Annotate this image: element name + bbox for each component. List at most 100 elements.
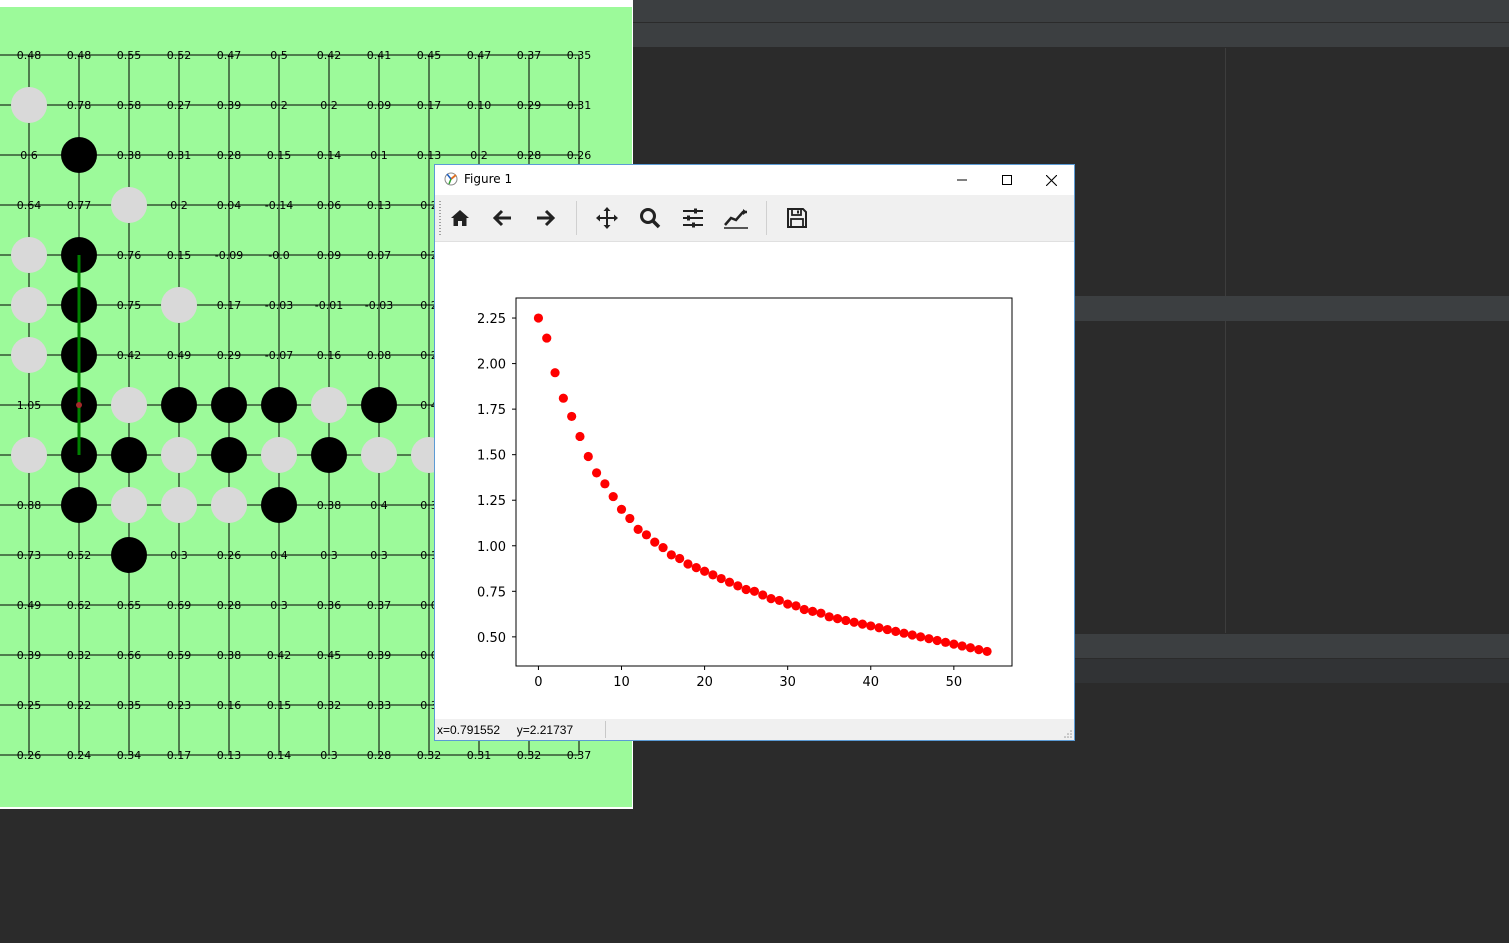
resize-grip-icon[interactable] — [1064, 730, 1072, 738]
scatter-point — [974, 645, 984, 655]
white-stone[interactable] — [11, 287, 47, 323]
white-stone[interactable] — [211, 487, 247, 523]
board-value-label: 0.1 — [420, 549, 438, 562]
board-value-label: 0.2 — [270, 99, 288, 112]
black-stone[interactable] — [211, 387, 247, 423]
scatter-chart[interactable]: 0 10 20 30 40 50 0.50 0.75 1.00 1.25 1.50 1.75 2.00 2… — [435, 242, 1074, 719]
black-stone[interactable] — [111, 437, 147, 473]
board-value-label: 0.45 — [317, 649, 342, 662]
board-value-label: -0.03 — [365, 299, 393, 312]
scatter-point — [749, 586, 760, 596]
black-stone[interactable] — [161, 387, 197, 423]
board-value-label: -0.01 — [315, 299, 343, 312]
board-value-label: 0.76 — [117, 249, 142, 262]
x-tick-label: 40 — [862, 675, 879, 690]
black-stone[interactable] — [311, 437, 347, 473]
home-button[interactable] — [444, 202, 476, 234]
board-value-label: 0.69 — [167, 599, 192, 612]
x-tick-label: 10 — [613, 675, 630, 690]
save-button[interactable] — [781, 202, 813, 234]
forward-button[interactable] — [529, 202, 561, 234]
black-stone[interactable] — [211, 437, 247, 473]
white-stone[interactable] — [111, 187, 147, 223]
white-stone[interactable] — [11, 437, 47, 473]
x-tick-label: 0 — [534, 675, 542, 690]
board-value-label: 0.36 — [317, 599, 342, 612]
board-value-label: 0.13 — [367, 199, 392, 212]
scatter-point — [965, 643, 976, 653]
board-value-label: 0.42 — [267, 649, 292, 662]
y-tick-label: 2.00 — [477, 358, 506, 373]
ide-tab-bar — [632, 23, 1509, 47]
pan-button[interactable] — [591, 202, 623, 234]
scatter-point — [832, 614, 843, 624]
y-tick-label: 0.75 — [477, 585, 506, 600]
figure-titlebar[interactable]: Figure 1 — [435, 165, 1074, 195]
scatter-point — [774, 595, 784, 606]
white-stone[interactable] — [111, 487, 147, 523]
white-stone[interactable] — [311, 387, 347, 423]
board-value-label: 0.52 — [67, 549, 92, 562]
scatter-point — [583, 451, 593, 462]
white-stone[interactable] — [161, 487, 197, 523]
scatter-point — [608, 491, 618, 502]
board-value-label: 0.28 — [217, 599, 242, 612]
scatter-point — [616, 504, 627, 514]
black-stone[interactable] — [111, 537, 147, 573]
board-value-label: 0.10 — [467, 99, 492, 112]
toolbar-grip[interactable] — [439, 201, 441, 235]
board-value-label: 0.3 — [320, 749, 338, 762]
white-stone[interactable] — [261, 437, 297, 473]
board-value-label: -0.0 — [268, 249, 289, 262]
board-value-label: 0.0 — [420, 599, 438, 612]
white-stone[interactable] — [111, 387, 147, 423]
board-value-label: 0.37 — [367, 599, 392, 612]
white-stone[interactable] — [11, 87, 47, 123]
subplots-button[interactable] — [677, 202, 709, 234]
board-value-label: 0.2 — [420, 299, 438, 312]
minimize-button[interactable] — [939, 165, 984, 195]
white-stone[interactable] — [11, 237, 47, 273]
scatter-point — [783, 599, 793, 609]
board-value-label: -0.07 — [265, 349, 293, 362]
last-move-marker — [76, 402, 82, 408]
board-value-label: 0.32 — [317, 699, 342, 712]
board-value-label: 0.15 — [267, 149, 292, 162]
back-button[interactable] — [487, 202, 519, 234]
board-value-label: 0.4 — [370, 499, 388, 512]
toolbar-separator — [766, 201, 767, 235]
board-value-label: 0.39 — [367, 649, 392, 662]
plot-canvas[interactable]: 0 10 20 30 40 50 0.50 0.75 1.00 1.25 1.50 1.75 2.00 2… — [435, 242, 1074, 719]
board-value-label: 0.38 — [117, 149, 142, 162]
scatter-point — [758, 590, 768, 600]
black-stone[interactable] — [261, 487, 297, 523]
maximize-button[interactable] — [984, 165, 1029, 195]
scatter-point — [808, 606, 818, 616]
black-stone[interactable] — [361, 387, 397, 423]
black-stone[interactable] — [261, 387, 297, 423]
scatter-point — [766, 593, 776, 604]
board-value-label: 0.16 — [217, 699, 242, 712]
figure-title: Figure 1 — [464, 172, 513, 186]
white-stone[interactable] — [161, 287, 197, 323]
close-button[interactable] — [1029, 165, 1074, 195]
white-stone[interactable] — [361, 437, 397, 473]
black-stone[interactable] — [61, 487, 97, 523]
minimize-icon — [956, 179, 967, 181]
board-value-label: 0.29 — [517, 99, 542, 112]
scatter-point — [575, 431, 585, 442]
zoom-button[interactable] — [634, 202, 666, 234]
ide-toolbar — [632, 0, 1509, 22]
ide-splitter[interactable] — [1225, 48, 1226, 633]
board-value-label: 0.31 — [167, 149, 192, 162]
customize-button[interactable] — [720, 202, 752, 234]
y-tick-label: 1.50 — [477, 449, 506, 464]
ide-console-tabs — [1075, 659, 1509, 683]
scatter-point — [641, 530, 652, 540]
white-stone[interactable] — [11, 337, 47, 373]
y-tick-label: 0.50 — [477, 631, 506, 646]
white-stone[interactable] — [161, 437, 197, 473]
black-stone[interactable] — [61, 137, 97, 173]
board-value-label: 0.2 — [420, 249, 438, 262]
scatter-point — [799, 604, 809, 615]
